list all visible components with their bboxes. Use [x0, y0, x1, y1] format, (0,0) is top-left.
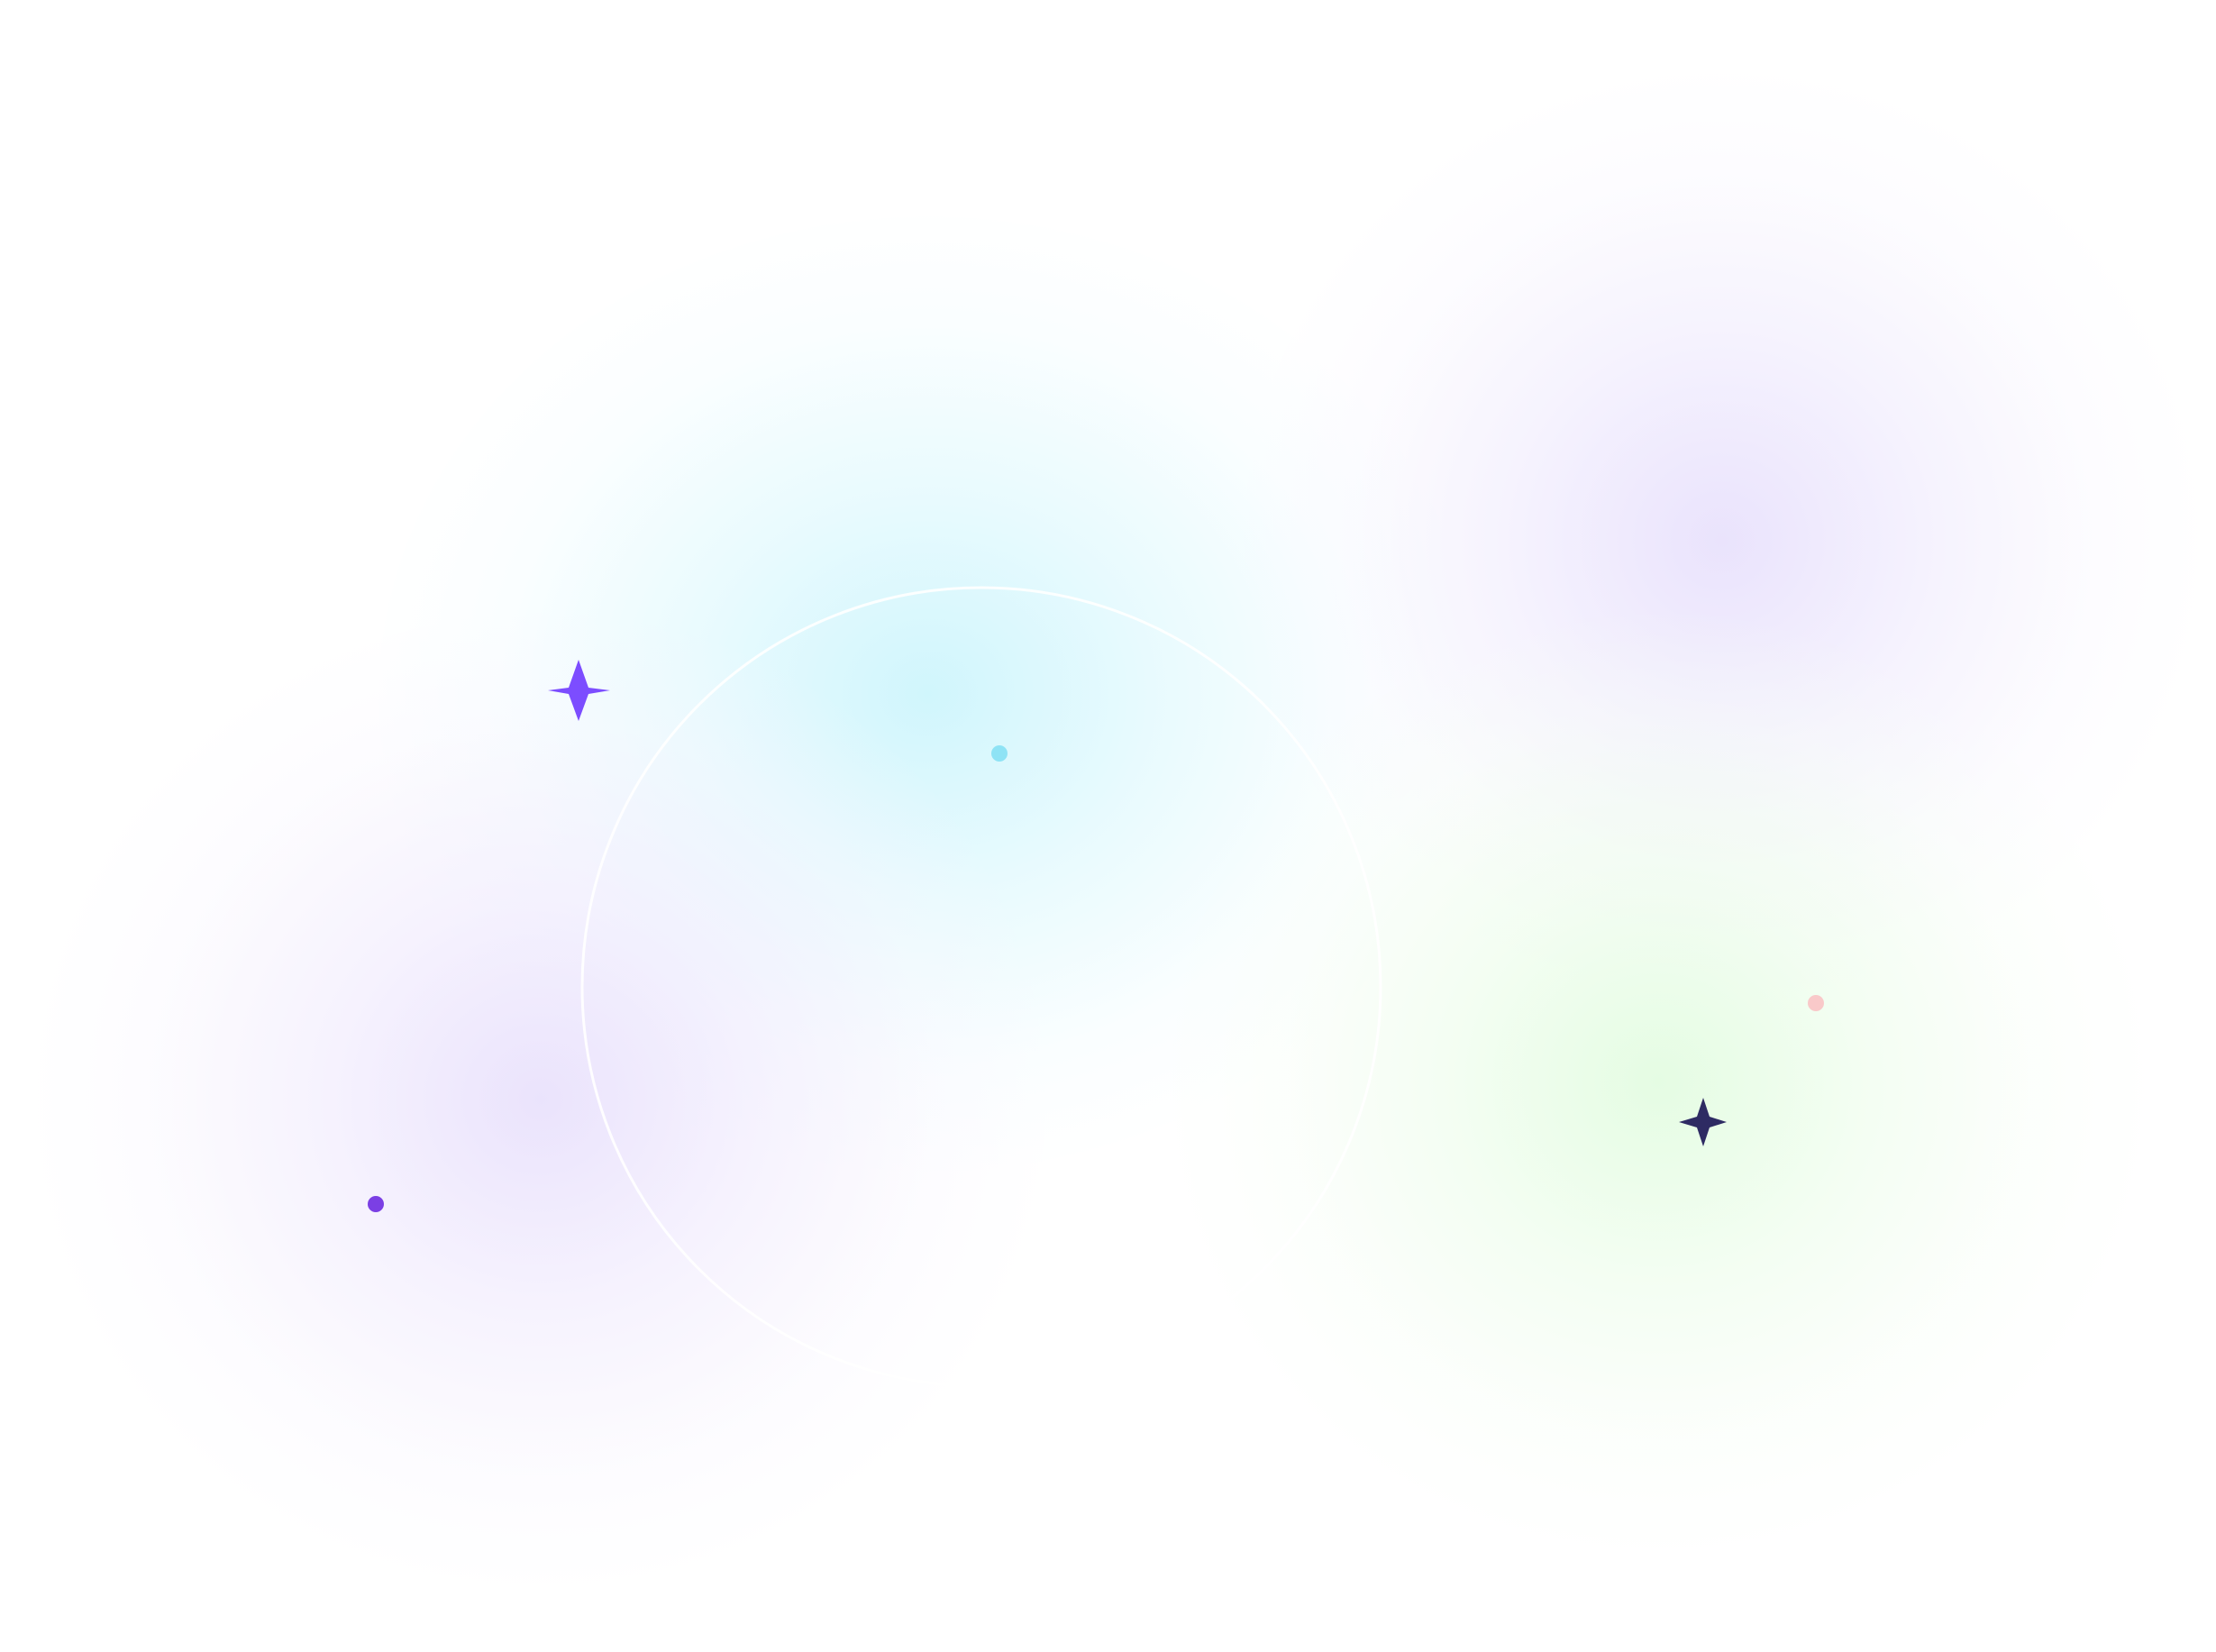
- four-point-star-icon: [548, 660, 610, 721]
- four-point-star-icon: [1679, 1098, 1727, 1146]
- dot-icon: [368, 1196, 384, 1212]
- dot-icon: [1808, 995, 1824, 1011]
- dot-icon: [991, 745, 1008, 762]
- thin-ring-outline: [580, 586, 1382, 1388]
